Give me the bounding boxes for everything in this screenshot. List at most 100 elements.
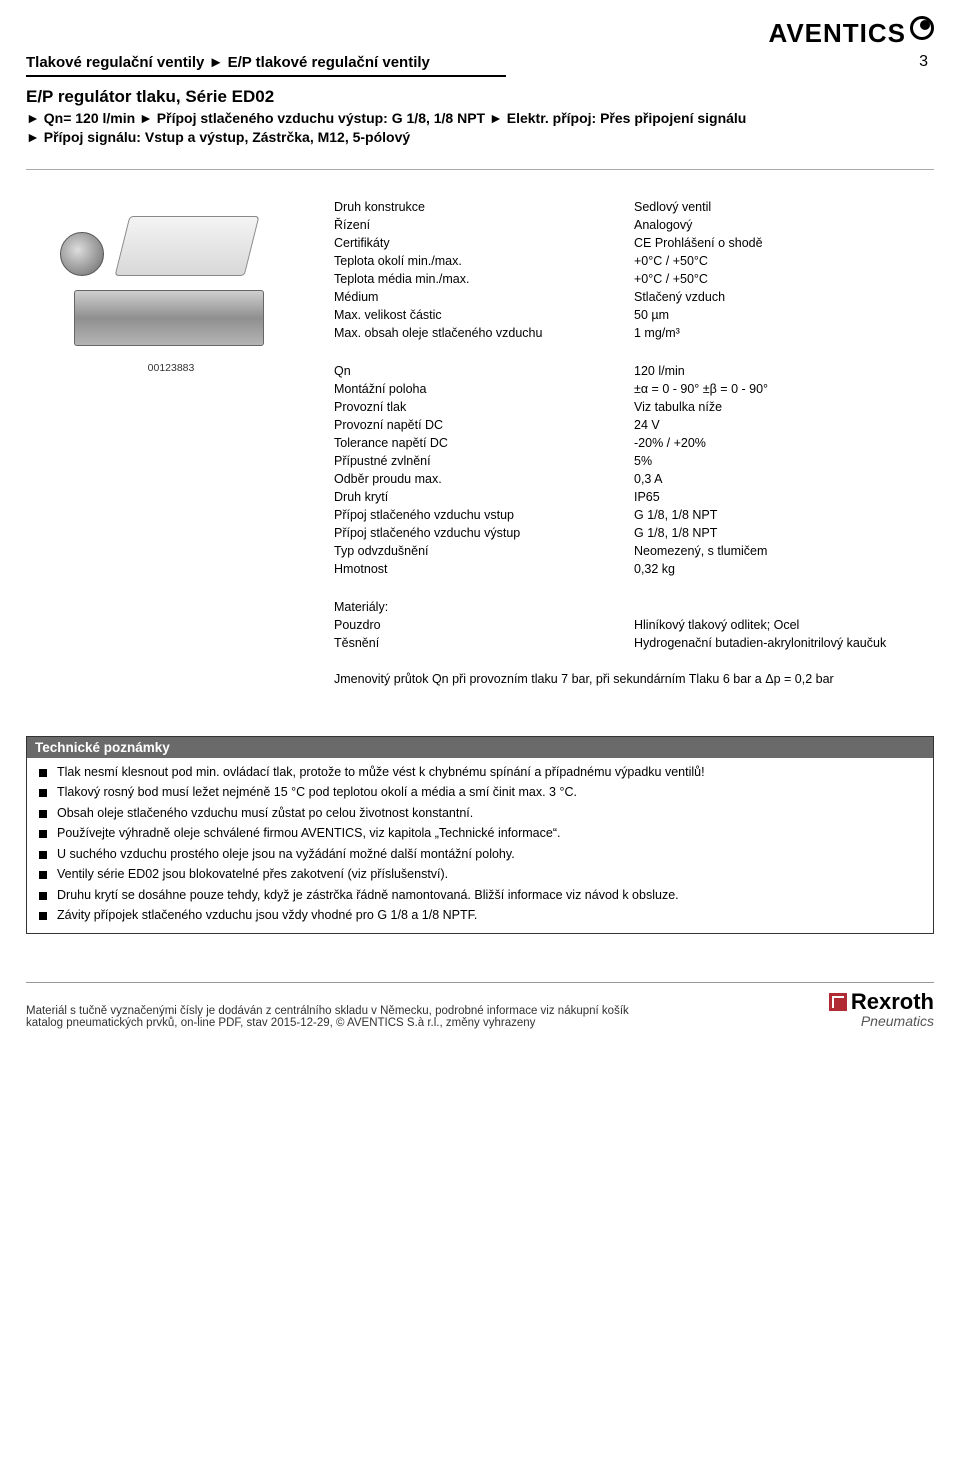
spec-value: Stlačený vzduch (634, 288, 934, 306)
spec-table-materials: Materiály: PouzdroHliníkový tlakový odli… (334, 598, 934, 652)
spec-value: IP65 (634, 488, 934, 506)
spec-value: ±α = 0 - 90° ±β = 0 - 90° (634, 380, 934, 398)
spec-value: +0°C / +50°C (634, 252, 934, 270)
technical-notes-box: Technické poznámky Tlak nesmí klesnout p… (26, 736, 934, 934)
technical-note-item: Závity přípojek stlačeného vzduchu jsou … (39, 907, 923, 925)
footer: Materiál s tučně vyznačenými čísly je do… (26, 982, 934, 1029)
spec-value: 24 V (634, 416, 934, 434)
footer-line-1: Materiál s tučně vyznačenými čísly je do… (26, 1005, 629, 1017)
spec-row: Hmotnost0,32 kg (334, 560, 934, 578)
spec-value: Sedlový ventil (634, 198, 934, 216)
spec-value: Neomezený, s tlumičem (634, 542, 934, 560)
product-illustration (66, 206, 276, 356)
spec-value: 5% (634, 452, 934, 470)
spec-value: +0°C / +50°C (634, 270, 934, 288)
spec-value: Hliníkový tlakový odlitek; Ocel (634, 616, 934, 634)
spec-row: Provozní napětí DC24 V (334, 416, 934, 434)
spec-row: Přípoj stlačeného vzduchu výstupG 1/8, 1… (334, 524, 934, 542)
spec-label: Provozní tlak (334, 398, 634, 416)
spec-label: Řízení (334, 216, 634, 234)
spec-value: 50 µm (634, 306, 934, 324)
spec-value: Viz tabulka níže (634, 398, 934, 416)
materials-heading: Materiály: (334, 598, 634, 616)
spec-label: Qn (334, 362, 634, 380)
technical-notes-heading: Technické poznámky (27, 737, 933, 758)
spec-label: Přípoj stlačeného vzduchu vstup (334, 506, 634, 524)
spec-value: G 1/8, 1/8 NPT (634, 506, 934, 524)
spec-row: Tolerance napětí DC-20% / +20% (334, 434, 934, 452)
brand-logo-text: AVENTICS (768, 18, 906, 49)
logo-block: AVENTICS 3 (768, 18, 934, 71)
subtitle-line-1: ► Qn= 120 l/min ► Přípoj stlačeného vzdu… (26, 109, 934, 128)
spec-row: Provozní tlakViz tabulka níže (334, 398, 934, 416)
spec-value: -20% / +20% (634, 434, 934, 452)
spec-value: 0,3 A (634, 470, 934, 488)
technical-note-item: U suchého vzduchu prostého oleje jsou na… (39, 846, 923, 864)
brand-logo: AVENTICS (768, 18, 934, 49)
spec-row: Teplota okolí min./max.+0°C / +50°C (334, 252, 934, 270)
spec-row: Odběr proudu max.0,3 A (334, 470, 934, 488)
spec-row: Druh krytíIP65 (334, 488, 934, 506)
spec-label: Médium (334, 288, 634, 306)
spec-row: Montážní poloha±α = 0 - 90° ±β = 0 - 90° (334, 380, 934, 398)
spec-label: Typ odvzdušnění (334, 542, 634, 560)
spec-label: Tolerance napětí DC (334, 434, 634, 452)
spec-value: Hydrogenační butadien-akrylonitrilový ka… (634, 634, 934, 652)
breadcrumb: Tlakové regulační ventily ► E/P tlakové … (26, 18, 506, 77)
subtitle-line-2: ► Přípoj signálu: Vstup a výstup, Zástrč… (26, 128, 934, 147)
spec-table-general: Druh konstrukceSedlový ventilŘízeníAnalo… (334, 198, 934, 342)
divider (26, 169, 934, 170)
spec-value: CE Prohlášení o shodě (634, 234, 934, 252)
spec-label: Max. obsah oleje stlačeného vzduchu (334, 324, 634, 342)
spec-row: Teplota média min./max.+0°C / +50°C (334, 270, 934, 288)
technical-note-item: Obsah oleje stlačeného vzduchu musí zůst… (39, 805, 923, 823)
spec-row: MédiumStlačený vzduch (334, 288, 934, 306)
page-number: 3 (768, 53, 934, 71)
flow-note: Jmenovitý průtok Qn při provozním tlaku … (334, 672, 934, 686)
spec-row: CertifikátyCE Prohlášení o shodě (334, 234, 934, 252)
spec-label: Přípoj stlačeného vzduchu výstup (334, 524, 634, 542)
spec-row: Max. velikost částic50 µm (334, 306, 934, 324)
spec-label: Těsnění (334, 634, 634, 652)
spec-label: Certifikáty (334, 234, 634, 252)
spec-label: Druh konstrukce (334, 198, 634, 216)
technical-note-item: Tlakový rosný bod musí ležet nejméně 15 … (39, 784, 923, 802)
rexroth-icon (829, 993, 847, 1011)
footer-line-2: katalog pneumatických prvků, on-line PDF… (26, 1017, 629, 1029)
technical-notes-list: Tlak nesmí klesnout pod min. ovládací tl… (27, 764, 933, 925)
spec-row: Přípoj stlačeného vzduchu vstupG 1/8, 1/… (334, 506, 934, 524)
spec-row: TěsněníHydrogenační butadien-akrylonitri… (334, 634, 934, 652)
spec-label: Druh krytí (334, 488, 634, 506)
spec-label: Přípustné zvlnění (334, 452, 634, 470)
brand-logo-icon (910, 16, 934, 40)
spec-table-operating: Qn120 l/minMontážní poloha±α = 0 - 90° ±… (334, 362, 934, 578)
spec-label: Teplota média min./max. (334, 270, 634, 288)
technical-note-item: Druhu krytí se dosáhne pouze tehdy, když… (39, 887, 923, 905)
spec-row: Druh konstrukceSedlový ventil (334, 198, 934, 216)
spec-row: Přípustné zvlnění5% (334, 452, 934, 470)
technical-note-item: Ventily série ED02 jsou blokovatelné pře… (39, 866, 923, 884)
spec-row: Max. obsah oleje stlačeného vzduchu1 mg/… (334, 324, 934, 342)
rexroth-subtext: Pneumatics (829, 1013, 934, 1029)
spec-row: PouzdroHliníkový tlakový odlitek; Ocel (334, 616, 934, 634)
image-caption: 00123883 (26, 362, 316, 374)
spec-label: Provozní napětí DC (334, 416, 634, 434)
spec-value: Analogový (634, 216, 934, 234)
spec-row: Typ odvzdušněníNeomezený, s tlumičem (334, 542, 934, 560)
rexroth-logo-text: Rexroth (851, 989, 934, 1015)
spec-label: Hmotnost (334, 560, 634, 578)
technical-note-item: Tlak nesmí klesnout pod min. ovládací tl… (39, 764, 923, 782)
spec-row: Qn120 l/min (334, 362, 934, 380)
spec-value: 120 l/min (634, 362, 934, 380)
technical-note-item: Používejte výhradně oleje schválené firm… (39, 825, 923, 843)
spec-label: Teplota okolí min./max. (334, 252, 634, 270)
spec-value: 0,32 kg (634, 560, 934, 578)
spec-label: Pouzdro (334, 616, 634, 634)
rexroth-logo: Rexroth (829, 989, 934, 1015)
spec-label: Odběr proudu max. (334, 470, 634, 488)
spec-label: Montážní poloha (334, 380, 634, 398)
spec-row: ŘízeníAnalogový (334, 216, 934, 234)
spec-value: 1 mg/m³ (634, 324, 934, 342)
spec-label: Max. velikost částic (334, 306, 634, 324)
page-title: E/P regulátor tlaku, Série ED02 (26, 87, 934, 107)
